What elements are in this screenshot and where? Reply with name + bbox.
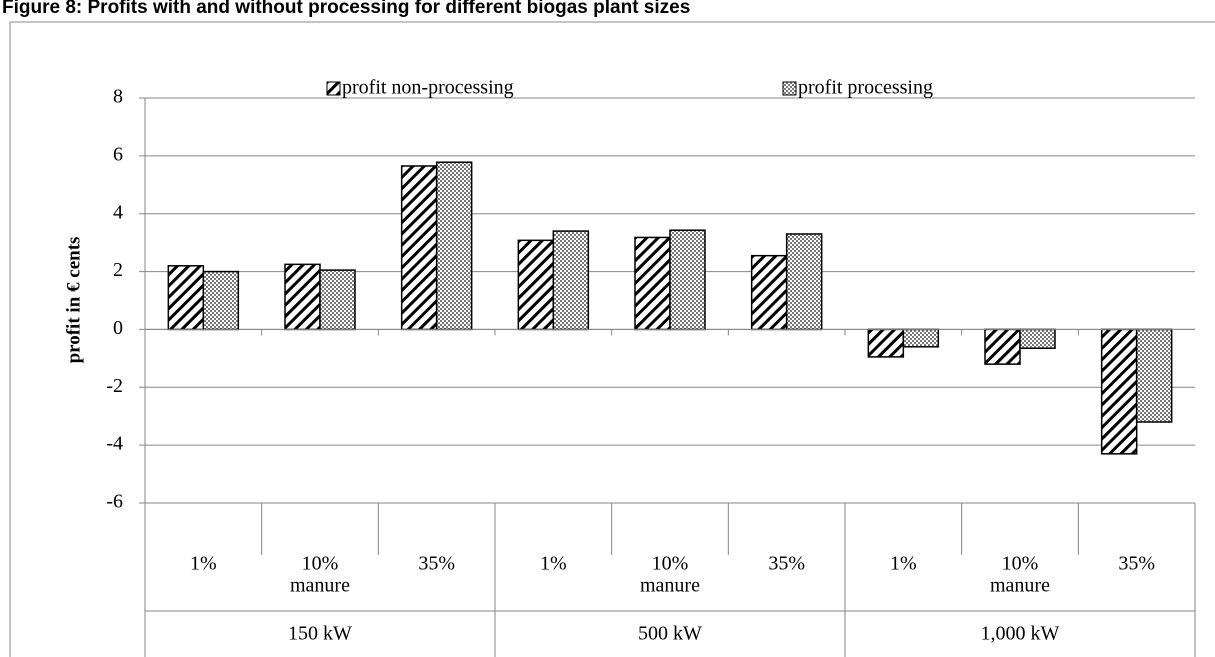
- x-tick-label: 10%: [1002, 553, 1039, 575]
- group-label: 500 kW: [638, 623, 702, 645]
- bar: [634, 236, 671, 331]
- bar: [284, 263, 321, 331]
- x-tick-label: 1%: [890, 553, 917, 575]
- y-tick-label: 8: [113, 86, 123, 108]
- group-sublabel: manure: [640, 575, 700, 597]
- x-tick-label: 35%: [1118, 553, 1155, 575]
- legend-label: profit processing: [798, 77, 933, 99]
- x-tick-label: 10%: [652, 553, 689, 575]
- bar: [400, 165, 438, 331]
- bar: [750, 254, 788, 331]
- y-tick-label: -4: [106, 433, 123, 455]
- bar: [1100, 328, 1138, 455]
- bar: [867, 328, 905, 358]
- bar: [319, 269, 356, 331]
- bar: [984, 328, 1021, 365]
- y-tick-label: 2: [113, 259, 123, 281]
- bar: [552, 230, 590, 331]
- bar: [167, 265, 205, 331]
- bar: [785, 233, 823, 331]
- y-tick-label: 4: [113, 201, 123, 223]
- x-tick-label: 1%: [540, 553, 567, 575]
- group-sublabel: manure: [290, 575, 350, 597]
- x-tick-label: 1%: [190, 553, 217, 575]
- legend-swatch: [326, 81, 341, 96]
- group-label: 1,000 kW: [981, 623, 1060, 645]
- x-tick-label: 35%: [768, 553, 805, 575]
- y-tick-label: 0: [113, 317, 123, 339]
- bar: [669, 229, 706, 331]
- x-tick-label: 10%: [302, 553, 339, 575]
- y-tick-label: -2: [106, 375, 123, 397]
- bar: [1135, 328, 1173, 423]
- chart-title: Figure 8: Profits with and without proce…: [2, 0, 690, 18]
- bar: [1019, 328, 1056, 349]
- y-tick-label: 6: [113, 143, 123, 165]
- x-tick-label: 35%: [418, 553, 455, 575]
- legend-label: profit non-processing: [342, 77, 514, 99]
- bar: [902, 328, 940, 348]
- group-sublabel: manure: [990, 575, 1050, 597]
- bar: [435, 161, 473, 331]
- legend-swatch: [782, 81, 797, 96]
- bar: [517, 239, 555, 331]
- y-tick-label: -6: [106, 491, 123, 513]
- group-label: 150 kW: [288, 623, 352, 645]
- bar: [202, 270, 240, 331]
- y-axis-label: profit in € cents: [63, 237, 84, 364]
